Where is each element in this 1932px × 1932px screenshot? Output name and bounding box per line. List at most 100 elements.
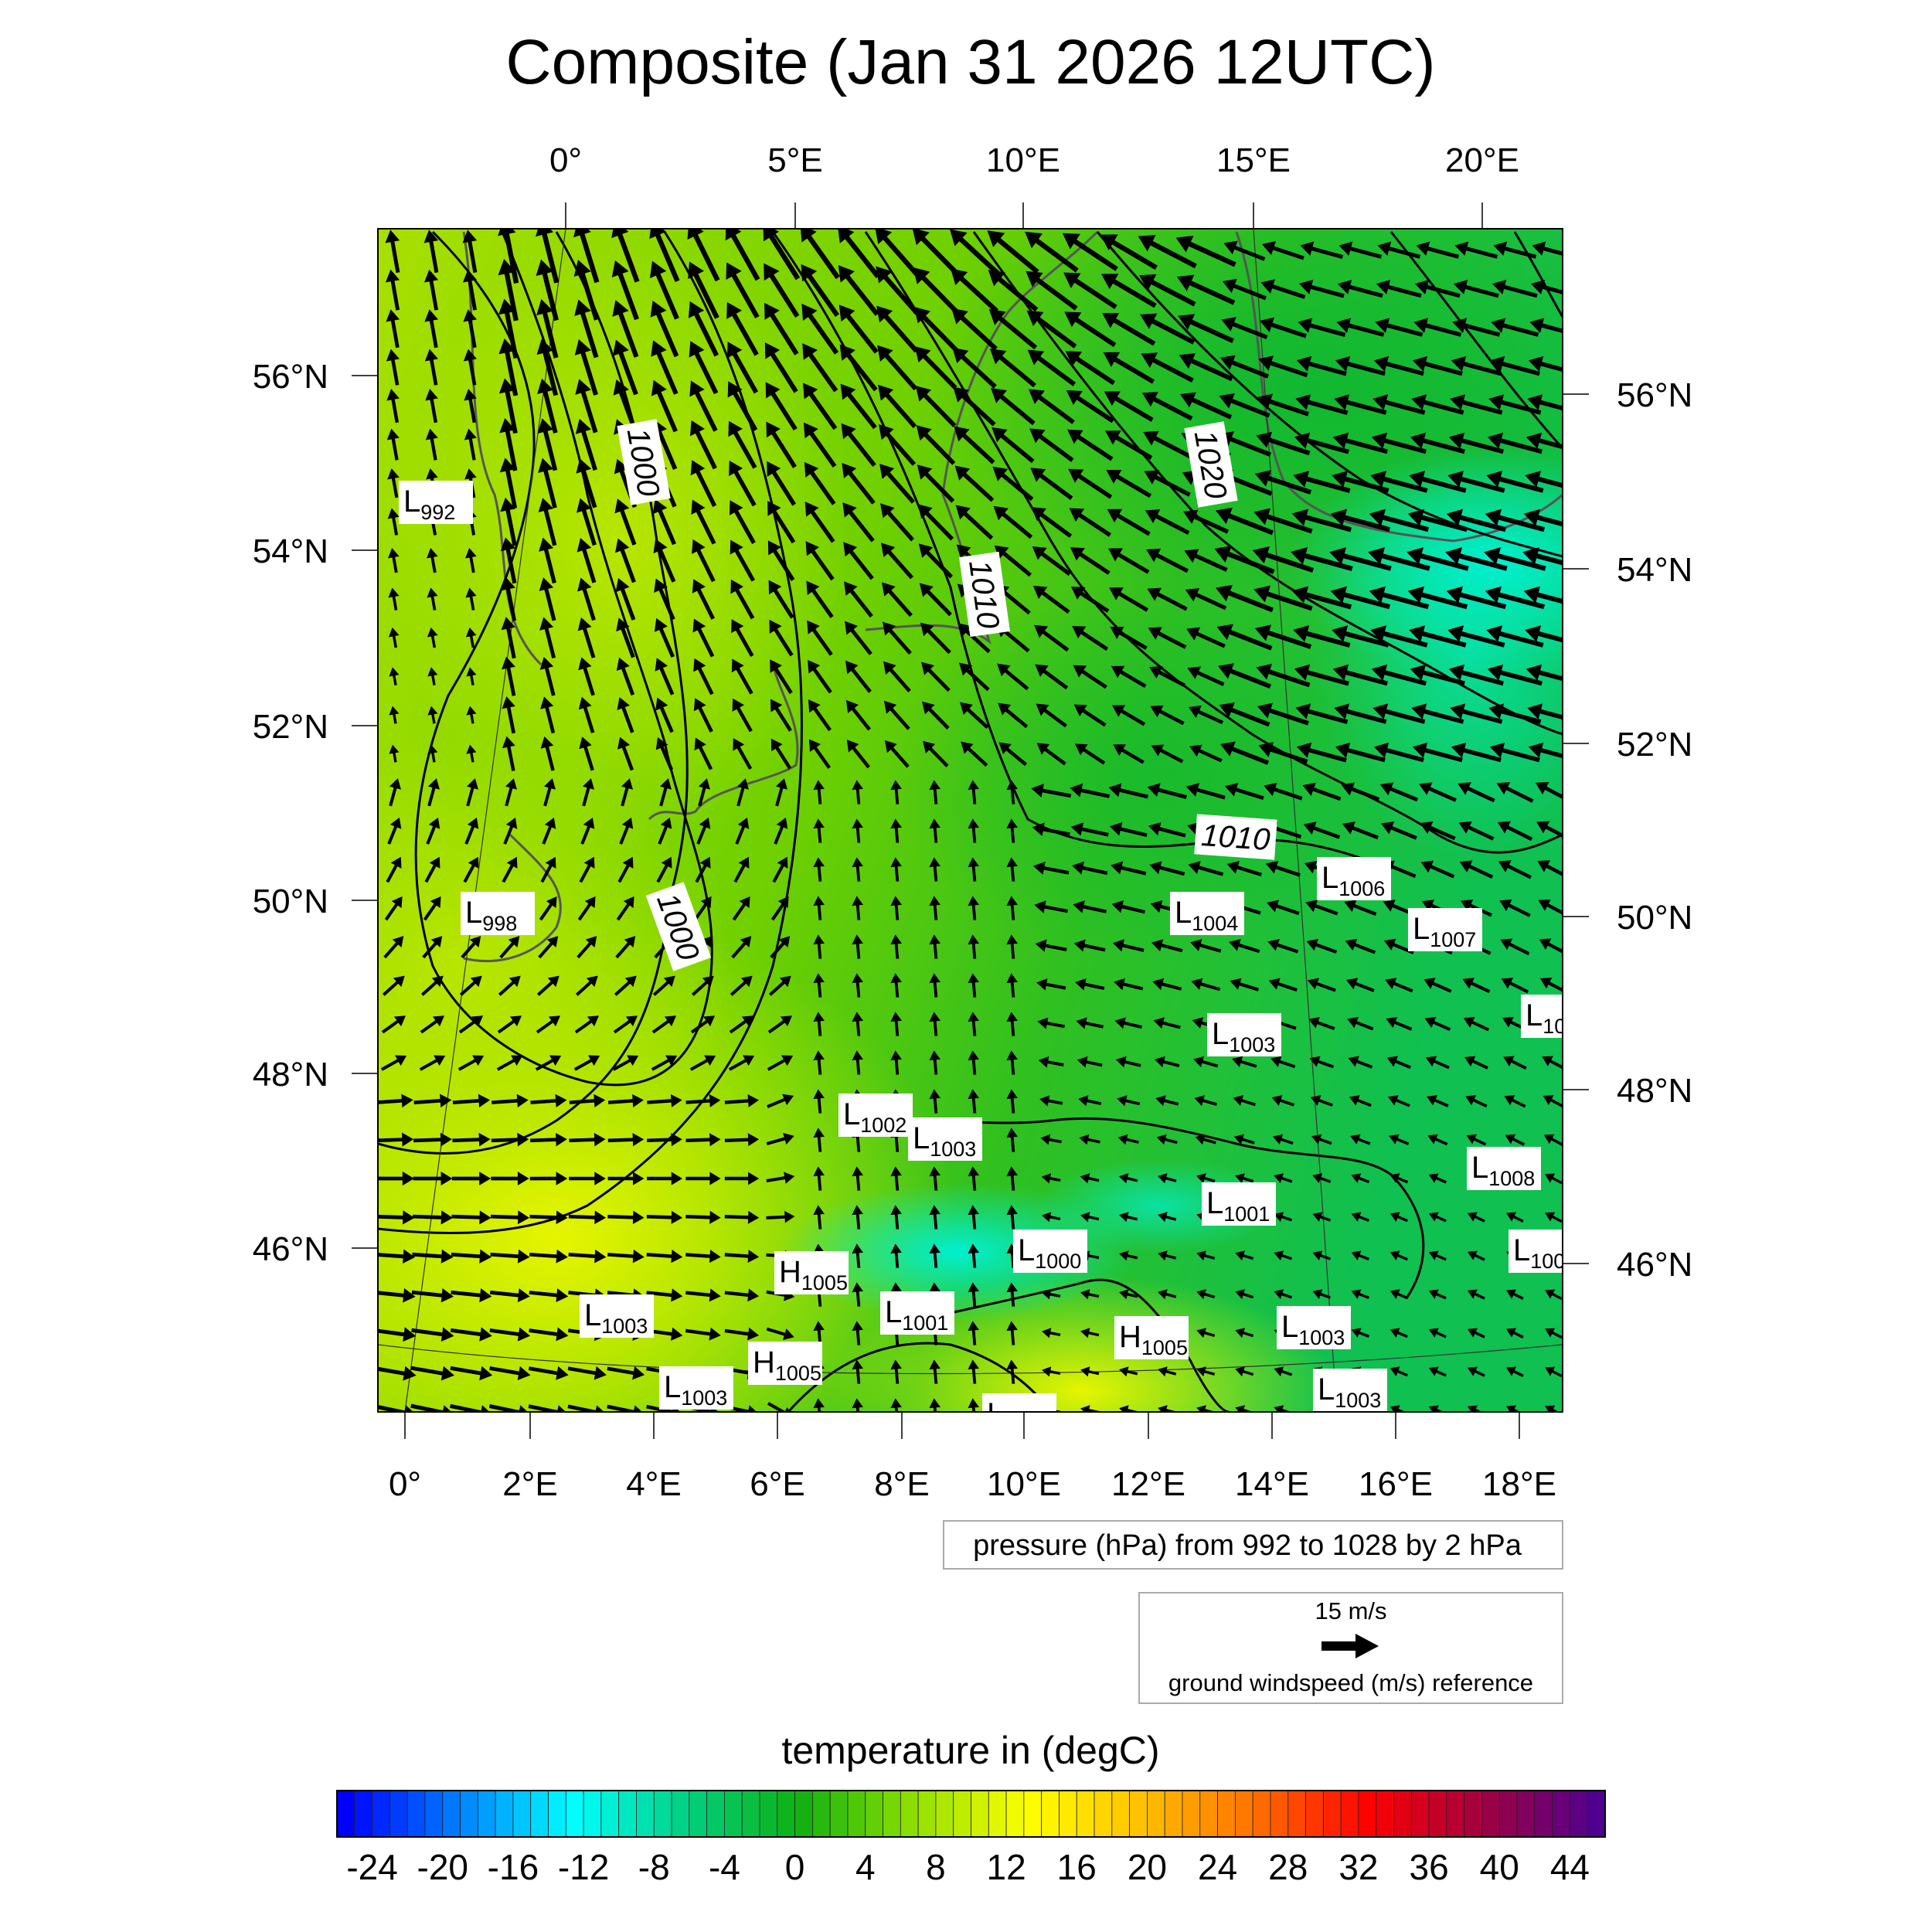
wind-arrow xyxy=(1223,278,1267,301)
wind-arrow xyxy=(1505,1134,1526,1146)
wind-arrow xyxy=(1334,394,1387,415)
wind-arrow xyxy=(1220,741,1269,765)
wind-arrow xyxy=(1428,1173,1447,1184)
wind-arrow xyxy=(1065,351,1116,386)
wind-arrow xyxy=(1158,1250,1177,1261)
wind-arrow xyxy=(499,417,518,471)
wind-arrow xyxy=(1068,468,1113,499)
wind-arrow xyxy=(852,1012,863,1036)
wind-arrow xyxy=(1407,586,1468,610)
wind-arrow xyxy=(1036,743,1066,766)
wind-arrow xyxy=(573,1055,600,1071)
wind-arrow xyxy=(1484,547,1546,571)
wind-arrow xyxy=(845,621,872,655)
wind-arrow xyxy=(690,1015,716,1034)
wind-arrow xyxy=(381,1015,406,1034)
top-lon-tick-label: 0° xyxy=(549,141,582,179)
wind-arrow xyxy=(1488,394,1542,415)
colorbar-box xyxy=(917,1790,937,1838)
wind-arrow xyxy=(465,587,477,611)
wind-arrow xyxy=(880,503,914,542)
wind-arrow xyxy=(968,1050,979,1075)
wind-arrow xyxy=(968,1398,979,1412)
wind-arrow xyxy=(724,1172,760,1185)
colorbar-box xyxy=(600,1790,620,1838)
wind-arrow xyxy=(536,229,560,284)
wind-arrow xyxy=(1467,1328,1485,1338)
wind-arrow xyxy=(505,778,517,807)
wind-arrow xyxy=(501,617,516,659)
wind-arrow xyxy=(1006,1282,1018,1307)
wind-arrow xyxy=(498,338,519,396)
wind-arrow xyxy=(727,381,758,432)
colorbar-tick-label: -4 xyxy=(709,1847,740,1887)
wind-arrow xyxy=(420,975,444,996)
wind-arrow xyxy=(1336,318,1385,337)
wind-arrow xyxy=(813,934,825,959)
svg-text:L1003: L1003 xyxy=(1318,1372,1381,1412)
wind-arrow xyxy=(1368,547,1430,571)
wind-arrow xyxy=(579,736,594,771)
wind-arrow xyxy=(651,1015,677,1034)
wind-arrow xyxy=(770,896,789,921)
wind-arrow xyxy=(1295,703,1349,724)
wind-arrow xyxy=(378,1132,414,1147)
wind-arrow xyxy=(1178,314,1234,343)
wind-arrow xyxy=(733,738,753,770)
wind-arrow xyxy=(1179,352,1233,382)
wind-arrow xyxy=(1006,1089,1018,1114)
wind-arrow xyxy=(1042,1289,1061,1300)
wind-arrow xyxy=(465,547,477,573)
wind-arrow xyxy=(813,1205,825,1230)
wind-arrow xyxy=(919,583,952,617)
wind-arrow xyxy=(698,778,710,807)
colorbar-box xyxy=(811,1790,831,1838)
wind-arrow xyxy=(1497,821,1533,842)
wind-arrow xyxy=(1351,1328,1369,1338)
wind-arrow xyxy=(1028,389,1075,424)
colorbar-tick-label: 8 xyxy=(926,1847,946,1887)
wind-arrow xyxy=(929,934,940,959)
wind-arrow xyxy=(577,538,597,583)
wind-arrow xyxy=(1254,624,1312,649)
wind-arrow xyxy=(724,1327,760,1341)
wind-arrow xyxy=(1100,234,1158,270)
wind-arrow xyxy=(890,1050,902,1075)
wind-arrow xyxy=(1031,507,1073,539)
low-pressure-label: L1003 xyxy=(1277,1306,1351,1349)
wind-arrow xyxy=(1420,821,1456,841)
wind-arrow xyxy=(1072,861,1108,876)
wind-arrow xyxy=(655,697,674,733)
wind-arrow xyxy=(1498,860,1532,879)
wind-arrow xyxy=(1146,548,1189,573)
wind-arrow xyxy=(613,1015,638,1034)
wind-arrow xyxy=(1458,782,1495,803)
wind-arrow xyxy=(1073,665,1107,689)
wind-arrow xyxy=(1291,509,1352,532)
wind-arrow xyxy=(1006,857,1018,882)
low-pressure-label: L1007 xyxy=(1408,908,1482,951)
wind-arrow xyxy=(724,1250,760,1263)
wind-arrow xyxy=(689,341,719,395)
wind-arrow xyxy=(1272,1134,1294,1145)
svg-text:L1003: L1003 xyxy=(1212,1017,1275,1056)
left-lat-tick-label: 46°N xyxy=(253,1230,328,1268)
wind-arrow xyxy=(1537,860,1563,879)
svg-text:1010: 1010 xyxy=(1200,818,1271,857)
wind-arrow xyxy=(732,896,750,921)
wind-arrow xyxy=(1410,664,1465,686)
wind-arrow xyxy=(536,975,560,996)
wind-arrow xyxy=(658,817,672,845)
wind-arrow xyxy=(1345,938,1376,954)
wind-arrow xyxy=(804,502,835,543)
wind-arrow xyxy=(1544,1173,1563,1185)
wind-arrow xyxy=(1037,1017,1065,1029)
colorbar-box xyxy=(1410,1790,1430,1838)
wind-arrow xyxy=(427,706,438,724)
wind-arrow xyxy=(1487,664,1543,686)
wind-arrow xyxy=(1543,1095,1563,1108)
wind-arrow xyxy=(1274,1173,1293,1184)
low-pressure-label: L10 xyxy=(1521,995,1563,1038)
wind-arrow xyxy=(954,465,995,502)
